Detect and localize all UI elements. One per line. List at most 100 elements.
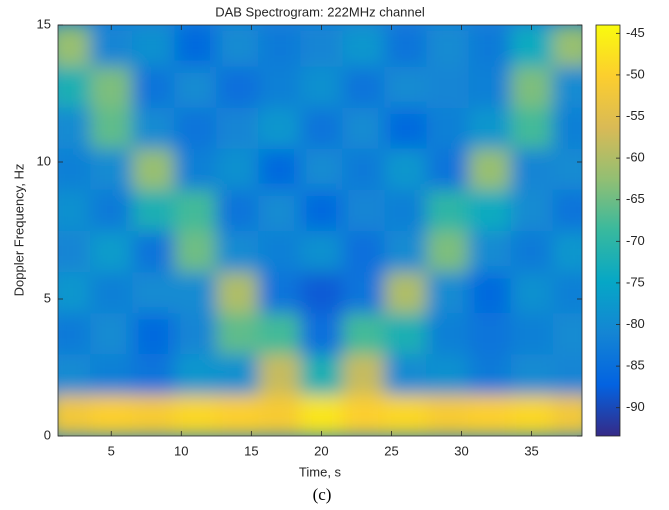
heatmap-cell [90, 66, 133, 108]
heatmap-cell [58, 66, 91, 108]
heatmap-cell [384, 353, 427, 396]
heatmap-cell [342, 230, 385, 273]
heatmap-cell [300, 189, 343, 231]
heatmap [58, 25, 582, 436]
colorbar-tick-label: -70 [626, 233, 645, 248]
heatmap-cell [300, 312, 343, 355]
colorbar-tick-label: -90 [626, 399, 645, 414]
x-tick-label: 10 [174, 443, 188, 458]
heatmap-cell [468, 312, 512, 355]
plot-frame [57, 24, 583, 437]
y-axis-label: Doppler Frequency, Hz [11, 164, 26, 297]
heatmap-cell [510, 230, 554, 273]
heatmap-cell [258, 271, 301, 314]
heatmap-cell [468, 148, 512, 190]
colorbar-tick-label: -80 [626, 316, 645, 331]
heatmap-cell [132, 312, 175, 355]
heatmap-cell [552, 271, 582, 314]
heatmap-cell [90, 312, 133, 355]
heatmap-cells [58, 25, 582, 436]
heatmap-cell [510, 25, 554, 67]
heatmap-cell [342, 25, 385, 67]
heatmap-cell [342, 353, 385, 396]
heatmap-cell [90, 353, 133, 396]
heatmap-cell [342, 394, 385, 436]
heatmap-cell [174, 312, 217, 355]
heatmap-cell [468, 271, 512, 314]
heatmap-cell [58, 148, 91, 190]
heatmap-cell [426, 353, 470, 396]
heatmap-cell [174, 353, 217, 396]
heatmap-cell [384, 66, 427, 108]
x-tick-label: 5 [108, 443, 115, 458]
x-tick-label: 25 [384, 443, 398, 458]
heatmap-cell [132, 148, 175, 190]
x-tick-label: 35 [524, 443, 538, 458]
heatmap-cell [510, 66, 554, 108]
heatmap-cell [552, 394, 582, 436]
heatmap-cell [216, 66, 259, 108]
heatmap-cell [58, 189, 91, 231]
heatmap-cell [90, 271, 133, 314]
heatmap-cell [90, 189, 133, 231]
colorbar-tick-label: -45 [626, 25, 645, 40]
heatmap-cell [384, 189, 427, 231]
y-tick-label: 5 [44, 290, 51, 305]
heatmap-cell [300, 353, 343, 396]
heatmap-cell [552, 148, 582, 190]
heatmap-cell [216, 25, 259, 67]
x-axis-label: Time, s [299, 464, 342, 479]
heatmap-cell [384, 148, 427, 190]
heatmap-cell [174, 271, 217, 314]
heatmap-cell [90, 25, 133, 67]
heatmap-cell [384, 230, 427, 273]
heatmap-cell [58, 271, 91, 314]
heatmap-cell [132, 189, 175, 231]
x-tick-label: 20 [314, 443, 328, 458]
heatmap-cell [468, 66, 512, 108]
heatmap-cell [174, 394, 217, 436]
colorbar [595, 24, 621, 437]
heatmap-cell [468, 353, 512, 396]
heatmap-cell [58, 230, 91, 273]
y-tick-label: 10 [37, 153, 51, 168]
heatmap-cell [90, 230, 133, 273]
heatmap-cell [426, 107, 470, 149]
heatmap-cell [174, 189, 217, 231]
heatmap-cell [552, 25, 582, 67]
heatmap-cell [258, 353, 301, 396]
heatmap-cell [384, 107, 427, 149]
heatmap-cell [552, 312, 582, 355]
heatmap-cell [426, 271, 470, 314]
heatmap-cell [58, 312, 91, 355]
heatmap-cell [468, 25, 512, 67]
heatmap-cell [300, 107, 343, 149]
heatmap-cell [552, 107, 582, 149]
heatmap-cell [468, 107, 512, 149]
heatmap-cell [216, 107, 259, 149]
heatmap-cell [216, 189, 259, 231]
chart-title: DAB Spectrogram: 222MHz channel [215, 4, 425, 19]
heatmap-cell [258, 230, 301, 273]
heatmap-cell [132, 353, 175, 396]
heatmap-cell [174, 25, 217, 67]
heatmap-cell [258, 107, 301, 149]
colorbar-tick-label: -55 [626, 108, 645, 123]
heatmap-cell [174, 148, 217, 190]
heatmap-cell [58, 394, 91, 436]
heatmap-cell [510, 189, 554, 231]
heatmap-cell [342, 189, 385, 231]
heatmap-cell [300, 66, 343, 108]
colorbar-tick-label: -85 [626, 358, 645, 373]
heatmap-cell [342, 271, 385, 314]
y-tick-label: 0 [44, 427, 51, 442]
colorbar-tick-label: -65 [626, 191, 645, 206]
heatmap-cell [510, 312, 554, 355]
heatmap-cell [132, 230, 175, 273]
heatmap-cell [468, 189, 512, 231]
heatmap-cell [132, 25, 175, 67]
heatmap-cell [510, 271, 554, 314]
heatmap-cell [258, 312, 301, 355]
heatmap-cell [552, 230, 582, 273]
heatmap-cell [58, 25, 91, 67]
